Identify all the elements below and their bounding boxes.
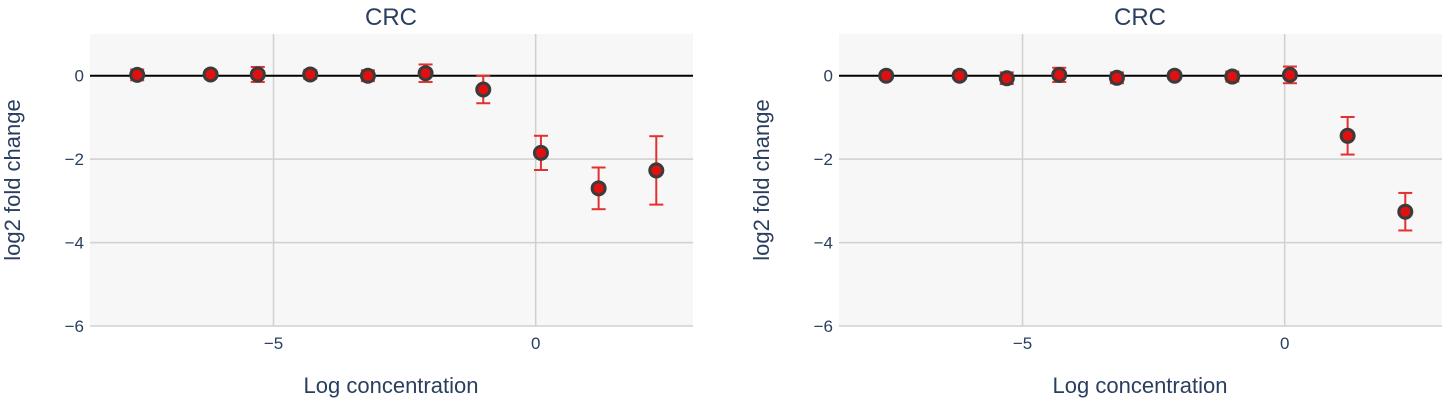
data-marker [1339,127,1356,144]
data-point [1339,116,1356,156]
y-tick-label: −2 [814,150,833,169]
x-axis-title: Log concentration [1053,373,1228,398]
data-marker [1281,66,1298,83]
x-tick-labels: −5 0 [264,334,541,353]
data-marker [249,66,266,83]
data-marker [998,70,1015,87]
data-marker [1224,68,1241,85]
data-marker [590,180,607,197]
y-tick-labels: 0 −2 −4 −6 [65,67,84,336]
chart-title: CRC [1114,4,1166,31]
y-tick-label: −6 [65,317,84,336]
x-tick-label: −5 [1013,334,1032,353]
data-point [359,67,376,84]
data-marker [1108,69,1125,86]
data-point [417,63,434,83]
data-marker [202,66,219,83]
chart-panel-right: −5 0 0 −2 −4 −6 CRC Log concentration log2 f… [749,4,1442,398]
y-tick-label: −2 [65,150,84,169]
data-point [302,66,319,83]
data-point [590,166,607,211]
data-point [951,67,968,84]
y-tick-label: −4 [814,234,833,253]
data-point [1281,65,1298,85]
x-tick-label: 0 [531,334,540,353]
data-point [648,135,665,206]
data-point [475,74,492,105]
data-marker [129,66,146,83]
data-marker [532,144,549,161]
data-marker [417,65,434,82]
data-point [1397,191,1414,232]
gridlines [839,34,1442,327]
data-points [878,65,1414,232]
y-axis-title: log2 fold change [0,99,25,260]
plot-area [90,34,693,326]
data-marker [878,67,895,84]
chart-title: CRC [365,4,417,31]
data-marker [648,162,665,179]
data-marker [475,81,492,98]
y-tick-label: 0 [824,67,833,86]
data-point [998,70,1015,87]
y-axis-title: log2 fold change [749,99,774,260]
data-point [1224,68,1241,85]
data-points [129,63,665,211]
y-tick-label: −4 [65,234,84,253]
gridlines [90,34,693,327]
data-marker [359,67,376,84]
data-point [129,66,146,83]
data-marker [1166,67,1183,84]
y-tick-label: 0 [75,67,84,86]
x-tick-label: 0 [1280,334,1289,353]
y-tick-labels: 0 −2 −4 −6 [814,67,833,336]
data-marker [1051,66,1068,83]
data-point [1166,67,1183,84]
plot-area [839,34,1442,326]
data-marker [951,67,968,84]
x-axis-title: Log concentration [304,373,479,398]
x-tick-label: −5 [264,334,283,353]
x-tick-labels: −5 0 [1013,334,1290,353]
data-marker [1397,203,1414,220]
chart-panel-left: −5 0 0 −2 −4 −6 CRC Log concentration log2 f… [0,4,693,398]
data-point [1108,69,1125,86]
data-point [532,134,549,171]
data-point [878,67,895,84]
data-point [1051,66,1068,83]
data-point [249,65,266,83]
y-tick-label: −6 [814,317,833,336]
data-marker [302,66,319,83]
data-point [202,66,219,83]
